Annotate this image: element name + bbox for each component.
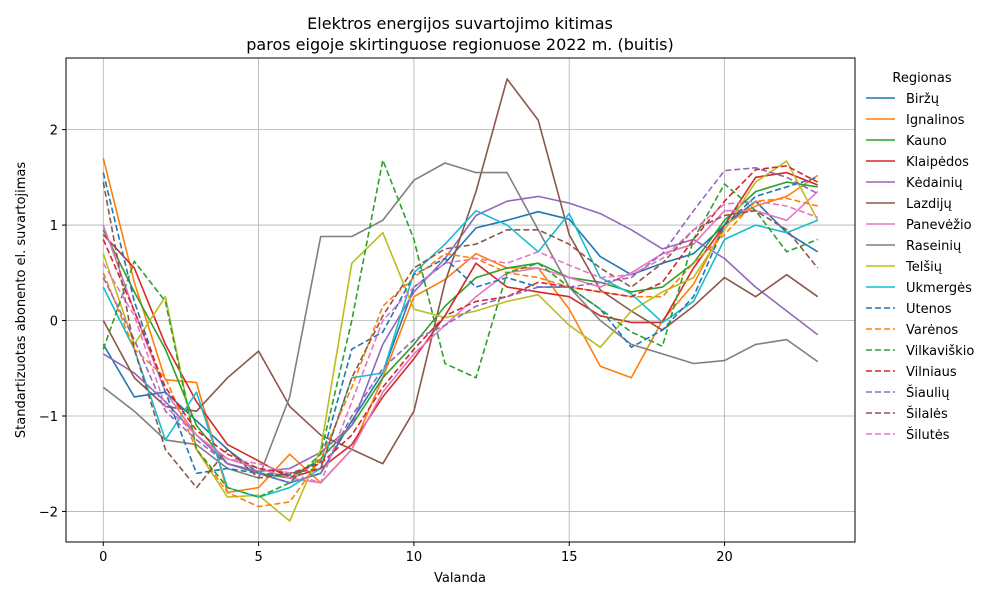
x-tick-label: 15 xyxy=(561,550,578,565)
legend-label: Ignalinos xyxy=(906,113,965,128)
legend-label: Šilutės xyxy=(906,427,950,443)
legend-label: Vilkaviškio xyxy=(906,344,974,359)
legend-label: Telšių xyxy=(905,260,942,275)
series-line-15 xyxy=(102,181,819,489)
legend-label: Biržų xyxy=(906,92,939,107)
x-tick-label: 0 xyxy=(99,550,107,565)
chart-title-line1: Elektros energijos suvartojimo kitimas xyxy=(307,14,613,33)
x-axis-label: Valanda xyxy=(434,571,486,586)
legend-label: Varėnos xyxy=(906,323,958,338)
x-tick-label: 10 xyxy=(406,550,423,565)
y-tick-label: 2 xyxy=(50,124,58,139)
y-tick-label: −2 xyxy=(39,505,58,520)
y-tick-label: 1 xyxy=(50,219,58,234)
x-tick-label: 20 xyxy=(716,550,733,565)
series-line-5 xyxy=(102,78,819,465)
series-line-2 xyxy=(102,181,818,479)
legend: Regionas Biržų Ignalinos Kauno Klaipėdos Kėd… xyxy=(866,71,974,443)
series-line-3 xyxy=(102,171,818,479)
legend-title: Regionas xyxy=(892,71,951,86)
y-tick-label: −1 xyxy=(39,410,58,425)
legend-label: Raseinių xyxy=(906,239,961,254)
legend-label: Lazdijų xyxy=(906,197,952,212)
series-line-16 xyxy=(102,200,818,484)
series-line-8 xyxy=(102,160,819,522)
x-tick-label: 5 xyxy=(254,550,262,565)
series-line-0 xyxy=(102,200,819,484)
legend-label: Klaipėdos xyxy=(906,155,969,170)
series-line-13 xyxy=(102,165,819,475)
series-line-11 xyxy=(102,197,818,508)
legend-label: Panevėžio xyxy=(906,218,972,233)
legend-label: Kauno xyxy=(906,134,947,149)
series-line-14 xyxy=(102,167,819,484)
series-lines xyxy=(102,78,819,522)
y-tick-label: 0 xyxy=(50,315,58,330)
chart-title-line2: paros eigoje skirtinguose regionuose 202… xyxy=(246,35,673,54)
axis-ticks: 0 5 10 15 20 −2 −1 0 1 2 xyxy=(39,124,733,565)
series-line-9 xyxy=(102,209,818,498)
legend-label: Kėdainių xyxy=(906,176,962,191)
series-line-12 xyxy=(102,159,818,498)
legend-label: Ukmergės xyxy=(906,281,972,296)
legend-label: Šiaulių xyxy=(906,385,950,401)
legend-label: Vilniaus xyxy=(906,365,957,380)
plot-frame xyxy=(65,57,856,543)
series-line-7 xyxy=(102,162,819,479)
y-axis-label: Standartizuotas abonento el. suvartojima… xyxy=(14,162,29,438)
series-line-10 xyxy=(102,172,818,477)
legend-label: Šilalės xyxy=(906,406,948,422)
legend-label: Utenos xyxy=(906,302,952,317)
